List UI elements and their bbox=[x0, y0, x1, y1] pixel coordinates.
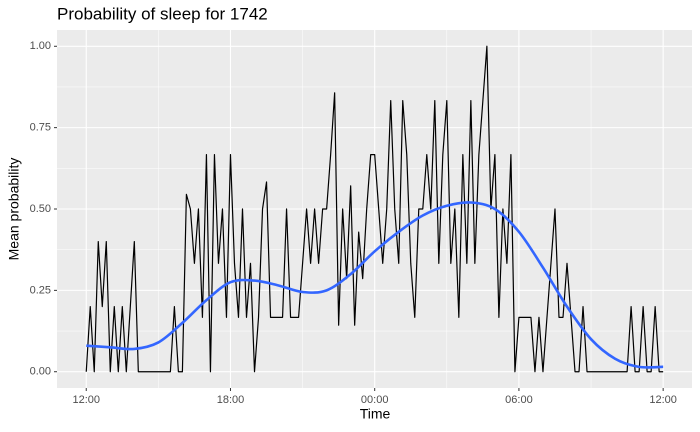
x-tick-label: 12:00 bbox=[649, 394, 677, 406]
y-tick-label: 0.50 bbox=[30, 203, 51, 215]
x-tick-label: 06:00 bbox=[505, 394, 533, 406]
smooth-line bbox=[86, 201, 664, 369]
y-tick-label: 0.25 bbox=[30, 284, 51, 296]
x-tick-label: 12:00 bbox=[72, 394, 100, 406]
y-tick-label: 0.75 bbox=[30, 122, 51, 134]
y-tick-label: 1.00 bbox=[30, 40, 51, 52]
x-tick-label: 18:00 bbox=[217, 394, 245, 406]
y-axis-label: Mean probability bbox=[6, 158, 22, 261]
y-tick-label: 0.00 bbox=[30, 366, 51, 378]
x-axis-label: Time bbox=[360, 406, 391, 422]
data-line bbox=[85, 45, 664, 373]
chart-title: Probability of sleep for 1742 bbox=[57, 4, 268, 23]
x-tick-label: 00:00 bbox=[361, 394, 389, 406]
